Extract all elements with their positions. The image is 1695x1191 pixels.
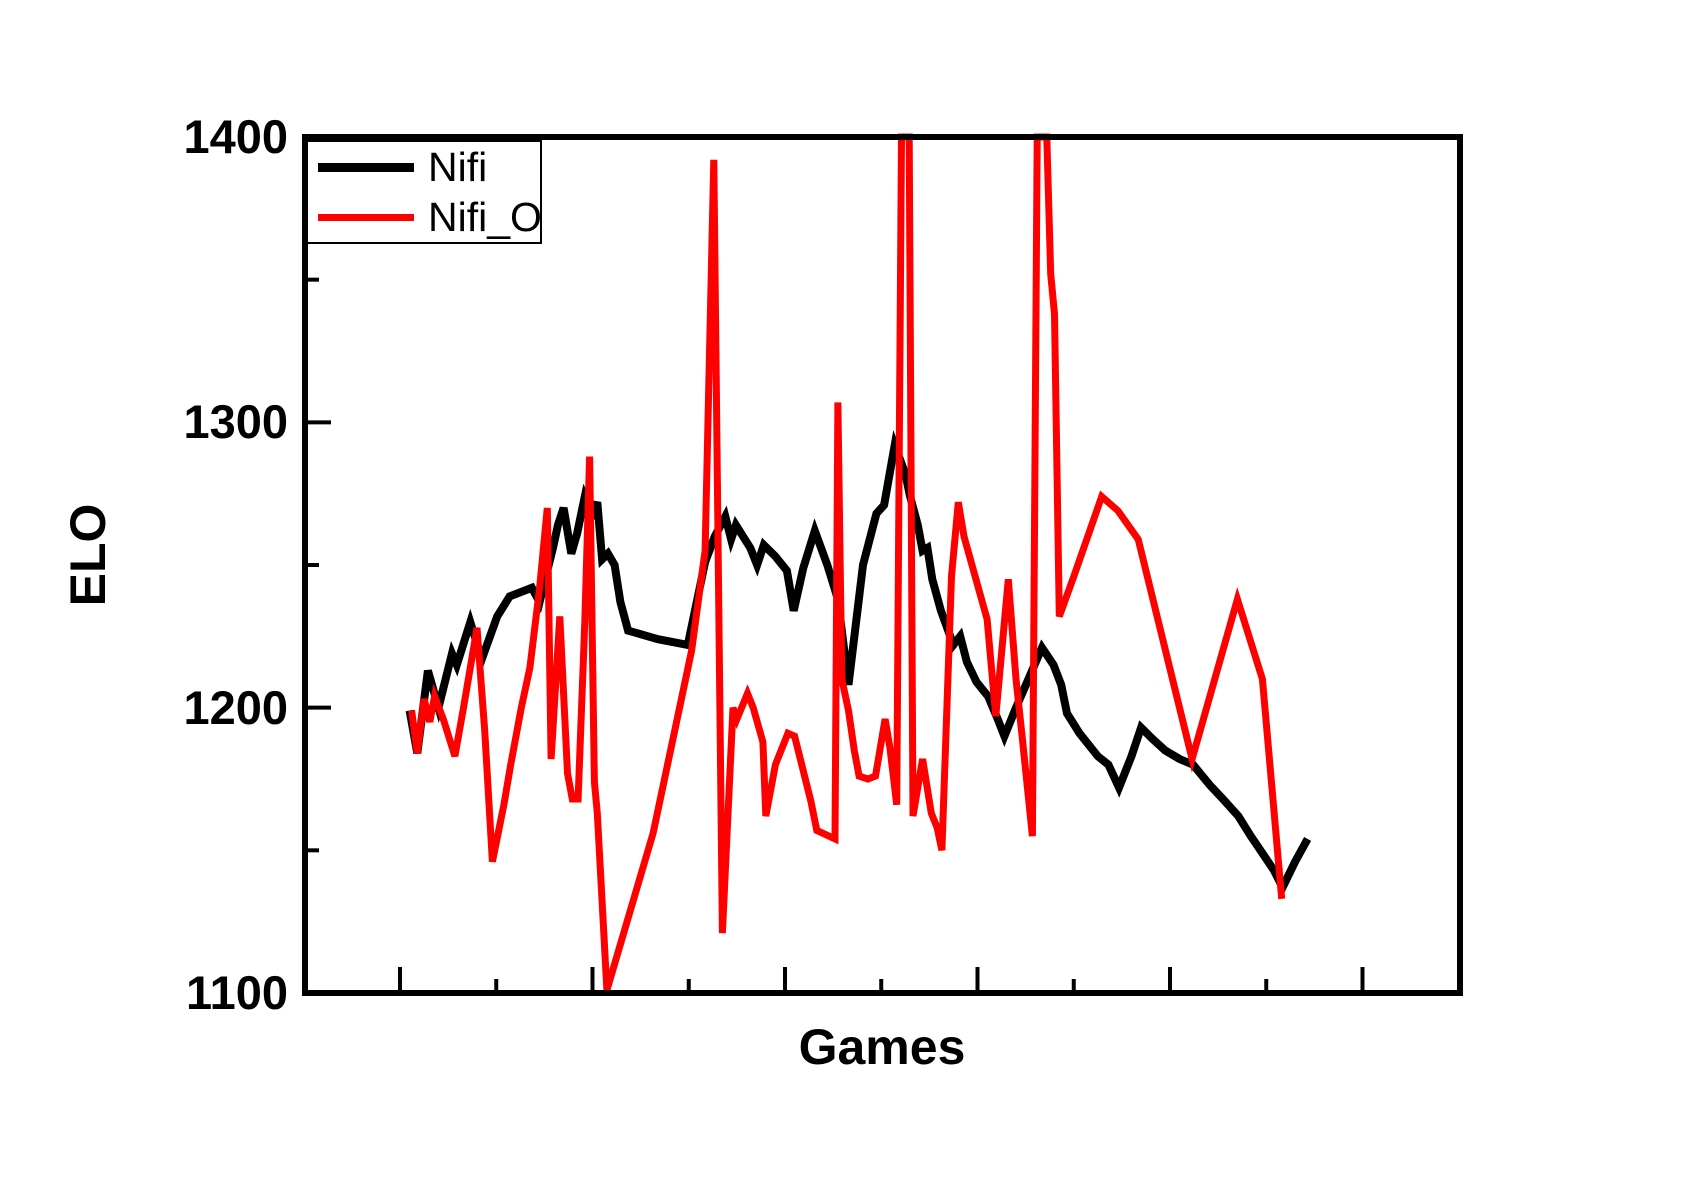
y-tick-label-1200: 1200 (183, 680, 288, 734)
legend-item: Nifi (308, 145, 540, 189)
y-tick-label-1300: 1300 (183, 395, 288, 449)
legend-line-sample (318, 213, 414, 221)
plot-frame (302, 134, 1463, 996)
y-axis-ticks (305, 135, 331, 995)
x-axis-ticks (398, 967, 1365, 993)
series-nifi-o (408, 133, 1286, 992)
legend-item: Nifi_O (308, 194, 542, 240)
legend-label: Nifi (428, 144, 488, 190)
y-tick-label-1100: 1100 (186, 966, 288, 1019)
y-axis-title: ELO (60, 503, 116, 607)
legend: Nifi Nifi_O (306, 140, 542, 244)
legend-label: Nifi_O (428, 194, 542, 240)
series-lines (405, 133, 1312, 992)
x-axis-title: Games (798, 1019, 966, 1075)
y-tick-label-1400: 1400 (183, 110, 288, 163)
legend-line-sample (318, 162, 414, 172)
